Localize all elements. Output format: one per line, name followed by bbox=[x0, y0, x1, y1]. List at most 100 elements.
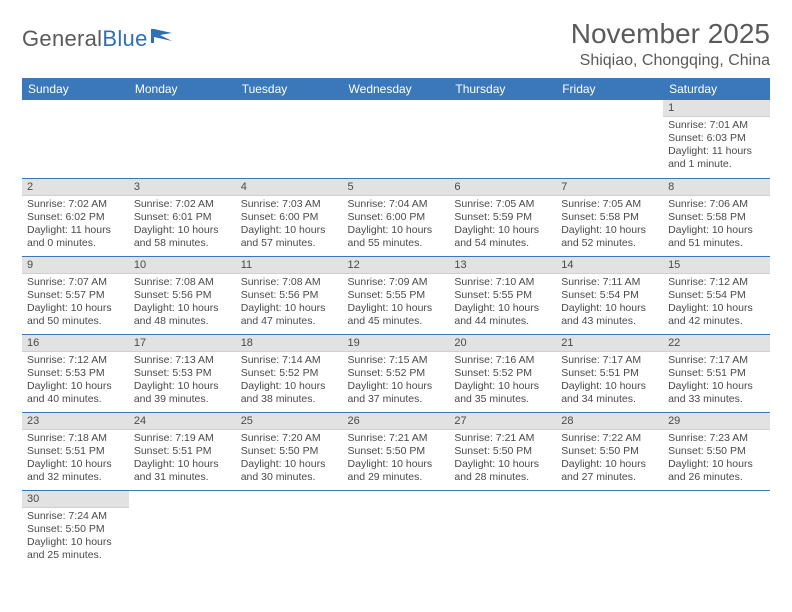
sunset-line: Sunset: 5:50 PM bbox=[348, 445, 445, 458]
daylight-line-2: and 47 minutes. bbox=[241, 315, 338, 328]
daynum-bar-empty bbox=[449, 100, 556, 116]
sunset-line: Sunset: 5:51 PM bbox=[668, 367, 765, 380]
daynum-bar: 14 bbox=[556, 257, 663, 274]
calendar-cell bbox=[236, 490, 343, 568]
daylight-line-1: Daylight: 10 hours bbox=[241, 380, 338, 393]
sunrise-line: Sunrise: 7:08 AM bbox=[134, 276, 231, 289]
sunrise-line: Sunrise: 7:23 AM bbox=[668, 432, 765, 445]
cell-body: Sunrise: 7:10 AMSunset: 5:55 PMDaylight:… bbox=[449, 274, 556, 333]
daynum-bar: 19 bbox=[343, 335, 450, 352]
sunrise-line: Sunrise: 7:05 AM bbox=[454, 198, 551, 211]
sunset-line: Sunset: 5:55 PM bbox=[348, 289, 445, 302]
sunset-line: Sunset: 5:53 PM bbox=[134, 367, 231, 380]
day-header: Monday bbox=[129, 78, 236, 100]
daylight-line-2: and 42 minutes. bbox=[668, 315, 765, 328]
sunset-line: Sunset: 5:50 PM bbox=[668, 445, 765, 458]
daynum-bar-empty bbox=[343, 491, 450, 507]
calendar-cell: 2Sunrise: 7:02 AMSunset: 6:02 PMDaylight… bbox=[22, 178, 129, 256]
calendar-cell: 9Sunrise: 7:07 AMSunset: 5:57 PMDaylight… bbox=[22, 256, 129, 334]
sunset-line: Sunset: 5:58 PM bbox=[668, 211, 765, 224]
daynum-bar: 6 bbox=[449, 179, 556, 196]
calendar-cell bbox=[556, 490, 663, 568]
daylight-line-1: Daylight: 10 hours bbox=[134, 224, 231, 237]
daylight-line-2: and 28 minutes. bbox=[454, 471, 551, 484]
sunset-line: Sunset: 6:03 PM bbox=[668, 132, 765, 145]
calendar-cell: 13Sunrise: 7:10 AMSunset: 5:55 PMDayligh… bbox=[449, 256, 556, 334]
sunset-line: Sunset: 5:52 PM bbox=[241, 367, 338, 380]
sunset-line: Sunset: 6:00 PM bbox=[241, 211, 338, 224]
daynum-bar: 10 bbox=[129, 257, 236, 274]
sunrise-line: Sunrise: 7:13 AM bbox=[134, 354, 231, 367]
calendar-row: 23Sunrise: 7:18 AMSunset: 5:51 PMDayligh… bbox=[22, 412, 770, 490]
cell-body: Sunrise: 7:06 AMSunset: 5:58 PMDaylight:… bbox=[663, 196, 770, 255]
daylight-line-1: Daylight: 10 hours bbox=[241, 458, 338, 471]
daynum-bar: 30 bbox=[22, 491, 129, 508]
daynum-bar: 12 bbox=[343, 257, 450, 274]
calendar-cell: 24Sunrise: 7:19 AMSunset: 5:51 PMDayligh… bbox=[129, 412, 236, 490]
day-header: Tuesday bbox=[236, 78, 343, 100]
daynum-bar: 3 bbox=[129, 179, 236, 196]
sunset-line: Sunset: 5:50 PM bbox=[27, 523, 124, 536]
cell-body: Sunrise: 7:07 AMSunset: 5:57 PMDaylight:… bbox=[22, 274, 129, 333]
daylight-line-2: and 38 minutes. bbox=[241, 393, 338, 406]
sunrise-line: Sunrise: 7:05 AM bbox=[561, 198, 658, 211]
daylight-line-1: Daylight: 10 hours bbox=[27, 380, 124, 393]
calendar-cell: 29Sunrise: 7:23 AMSunset: 5:50 PMDayligh… bbox=[663, 412, 770, 490]
cell-body: Sunrise: 7:11 AMSunset: 5:54 PMDaylight:… bbox=[556, 274, 663, 333]
calendar-row: 30Sunrise: 7:24 AMSunset: 5:50 PMDayligh… bbox=[22, 490, 770, 568]
calendar-cell: 30Sunrise: 7:24 AMSunset: 5:50 PMDayligh… bbox=[22, 490, 129, 568]
daynum-bar: 21 bbox=[556, 335, 663, 352]
daylight-line-1: Daylight: 10 hours bbox=[561, 224, 658, 237]
daylight-line-2: and 25 minutes. bbox=[27, 549, 124, 562]
daylight-line-2: and 30 minutes. bbox=[241, 471, 338, 484]
sunset-line: Sunset: 5:57 PM bbox=[27, 289, 124, 302]
daylight-line-1: Daylight: 10 hours bbox=[348, 458, 445, 471]
cell-body: Sunrise: 7:16 AMSunset: 5:52 PMDaylight:… bbox=[449, 352, 556, 411]
daylight-line-2: and 26 minutes. bbox=[668, 471, 765, 484]
sunset-line: Sunset: 5:53 PM bbox=[27, 367, 124, 380]
calendar-cell bbox=[556, 100, 663, 178]
cell-body: Sunrise: 7:09 AMSunset: 5:55 PMDaylight:… bbox=[343, 274, 450, 333]
daylight-line-2: and 50 minutes. bbox=[27, 315, 124, 328]
daylight-line-2: and 52 minutes. bbox=[561, 237, 658, 250]
sunrise-line: Sunrise: 7:14 AM bbox=[241, 354, 338, 367]
title-block: November 2025 Shiqiao, Chongqing, China bbox=[571, 18, 770, 70]
daylight-line-1: Daylight: 10 hours bbox=[668, 224, 765, 237]
day-header: Friday bbox=[556, 78, 663, 100]
calendar-cell: 8Sunrise: 7:06 AMSunset: 5:58 PMDaylight… bbox=[663, 178, 770, 256]
month-title: November 2025 bbox=[571, 18, 770, 50]
sunrise-line: Sunrise: 7:02 AM bbox=[27, 198, 124, 211]
daylight-line-1: Daylight: 10 hours bbox=[134, 380, 231, 393]
daylight-line-1: Daylight: 10 hours bbox=[454, 458, 551, 471]
sunset-line: Sunset: 5:51 PM bbox=[27, 445, 124, 458]
daylight-line-1: Daylight: 11 hours bbox=[668, 145, 765, 158]
daylight-line-1: Daylight: 10 hours bbox=[668, 302, 765, 315]
cell-body: Sunrise: 7:02 AMSunset: 6:01 PMDaylight:… bbox=[129, 196, 236, 255]
daynum-bar: 8 bbox=[663, 179, 770, 196]
sunrise-line: Sunrise: 7:17 AM bbox=[561, 354, 658, 367]
daylight-line-2: and 27 minutes. bbox=[561, 471, 658, 484]
daynum-bar: 4 bbox=[236, 179, 343, 196]
daynum-bar: 23 bbox=[22, 413, 129, 430]
location: Shiqiao, Chongqing, China bbox=[571, 52, 770, 70]
calendar-cell: 18Sunrise: 7:14 AMSunset: 5:52 PMDayligh… bbox=[236, 334, 343, 412]
daylight-line-2: and 57 minutes. bbox=[241, 237, 338, 250]
sunrise-line: Sunrise: 7:11 AM bbox=[561, 276, 658, 289]
daylight-line-1: Daylight: 10 hours bbox=[27, 536, 124, 549]
sunrise-line: Sunrise: 7:12 AM bbox=[668, 276, 765, 289]
logo: GeneralBlue bbox=[22, 26, 176, 52]
daylight-line-1: Daylight: 10 hours bbox=[348, 302, 445, 315]
daylight-line-1: Daylight: 10 hours bbox=[668, 458, 765, 471]
cell-body: Sunrise: 7:24 AMSunset: 5:50 PMDaylight:… bbox=[22, 508, 129, 567]
daylight-line-1: Daylight: 11 hours bbox=[27, 224, 124, 237]
calendar-cell bbox=[236, 100, 343, 178]
sunset-line: Sunset: 5:54 PM bbox=[561, 289, 658, 302]
daylight-line-1: Daylight: 10 hours bbox=[668, 380, 765, 393]
calendar-cell bbox=[22, 100, 129, 178]
daylight-line-1: Daylight: 10 hours bbox=[27, 458, 124, 471]
daynum-bar-empty bbox=[22, 100, 129, 116]
sunrise-line: Sunrise: 7:24 AM bbox=[27, 510, 124, 523]
daynum-bar-empty bbox=[129, 491, 236, 507]
daynum-bar: 20 bbox=[449, 335, 556, 352]
sunrise-line: Sunrise: 7:16 AM bbox=[454, 354, 551, 367]
